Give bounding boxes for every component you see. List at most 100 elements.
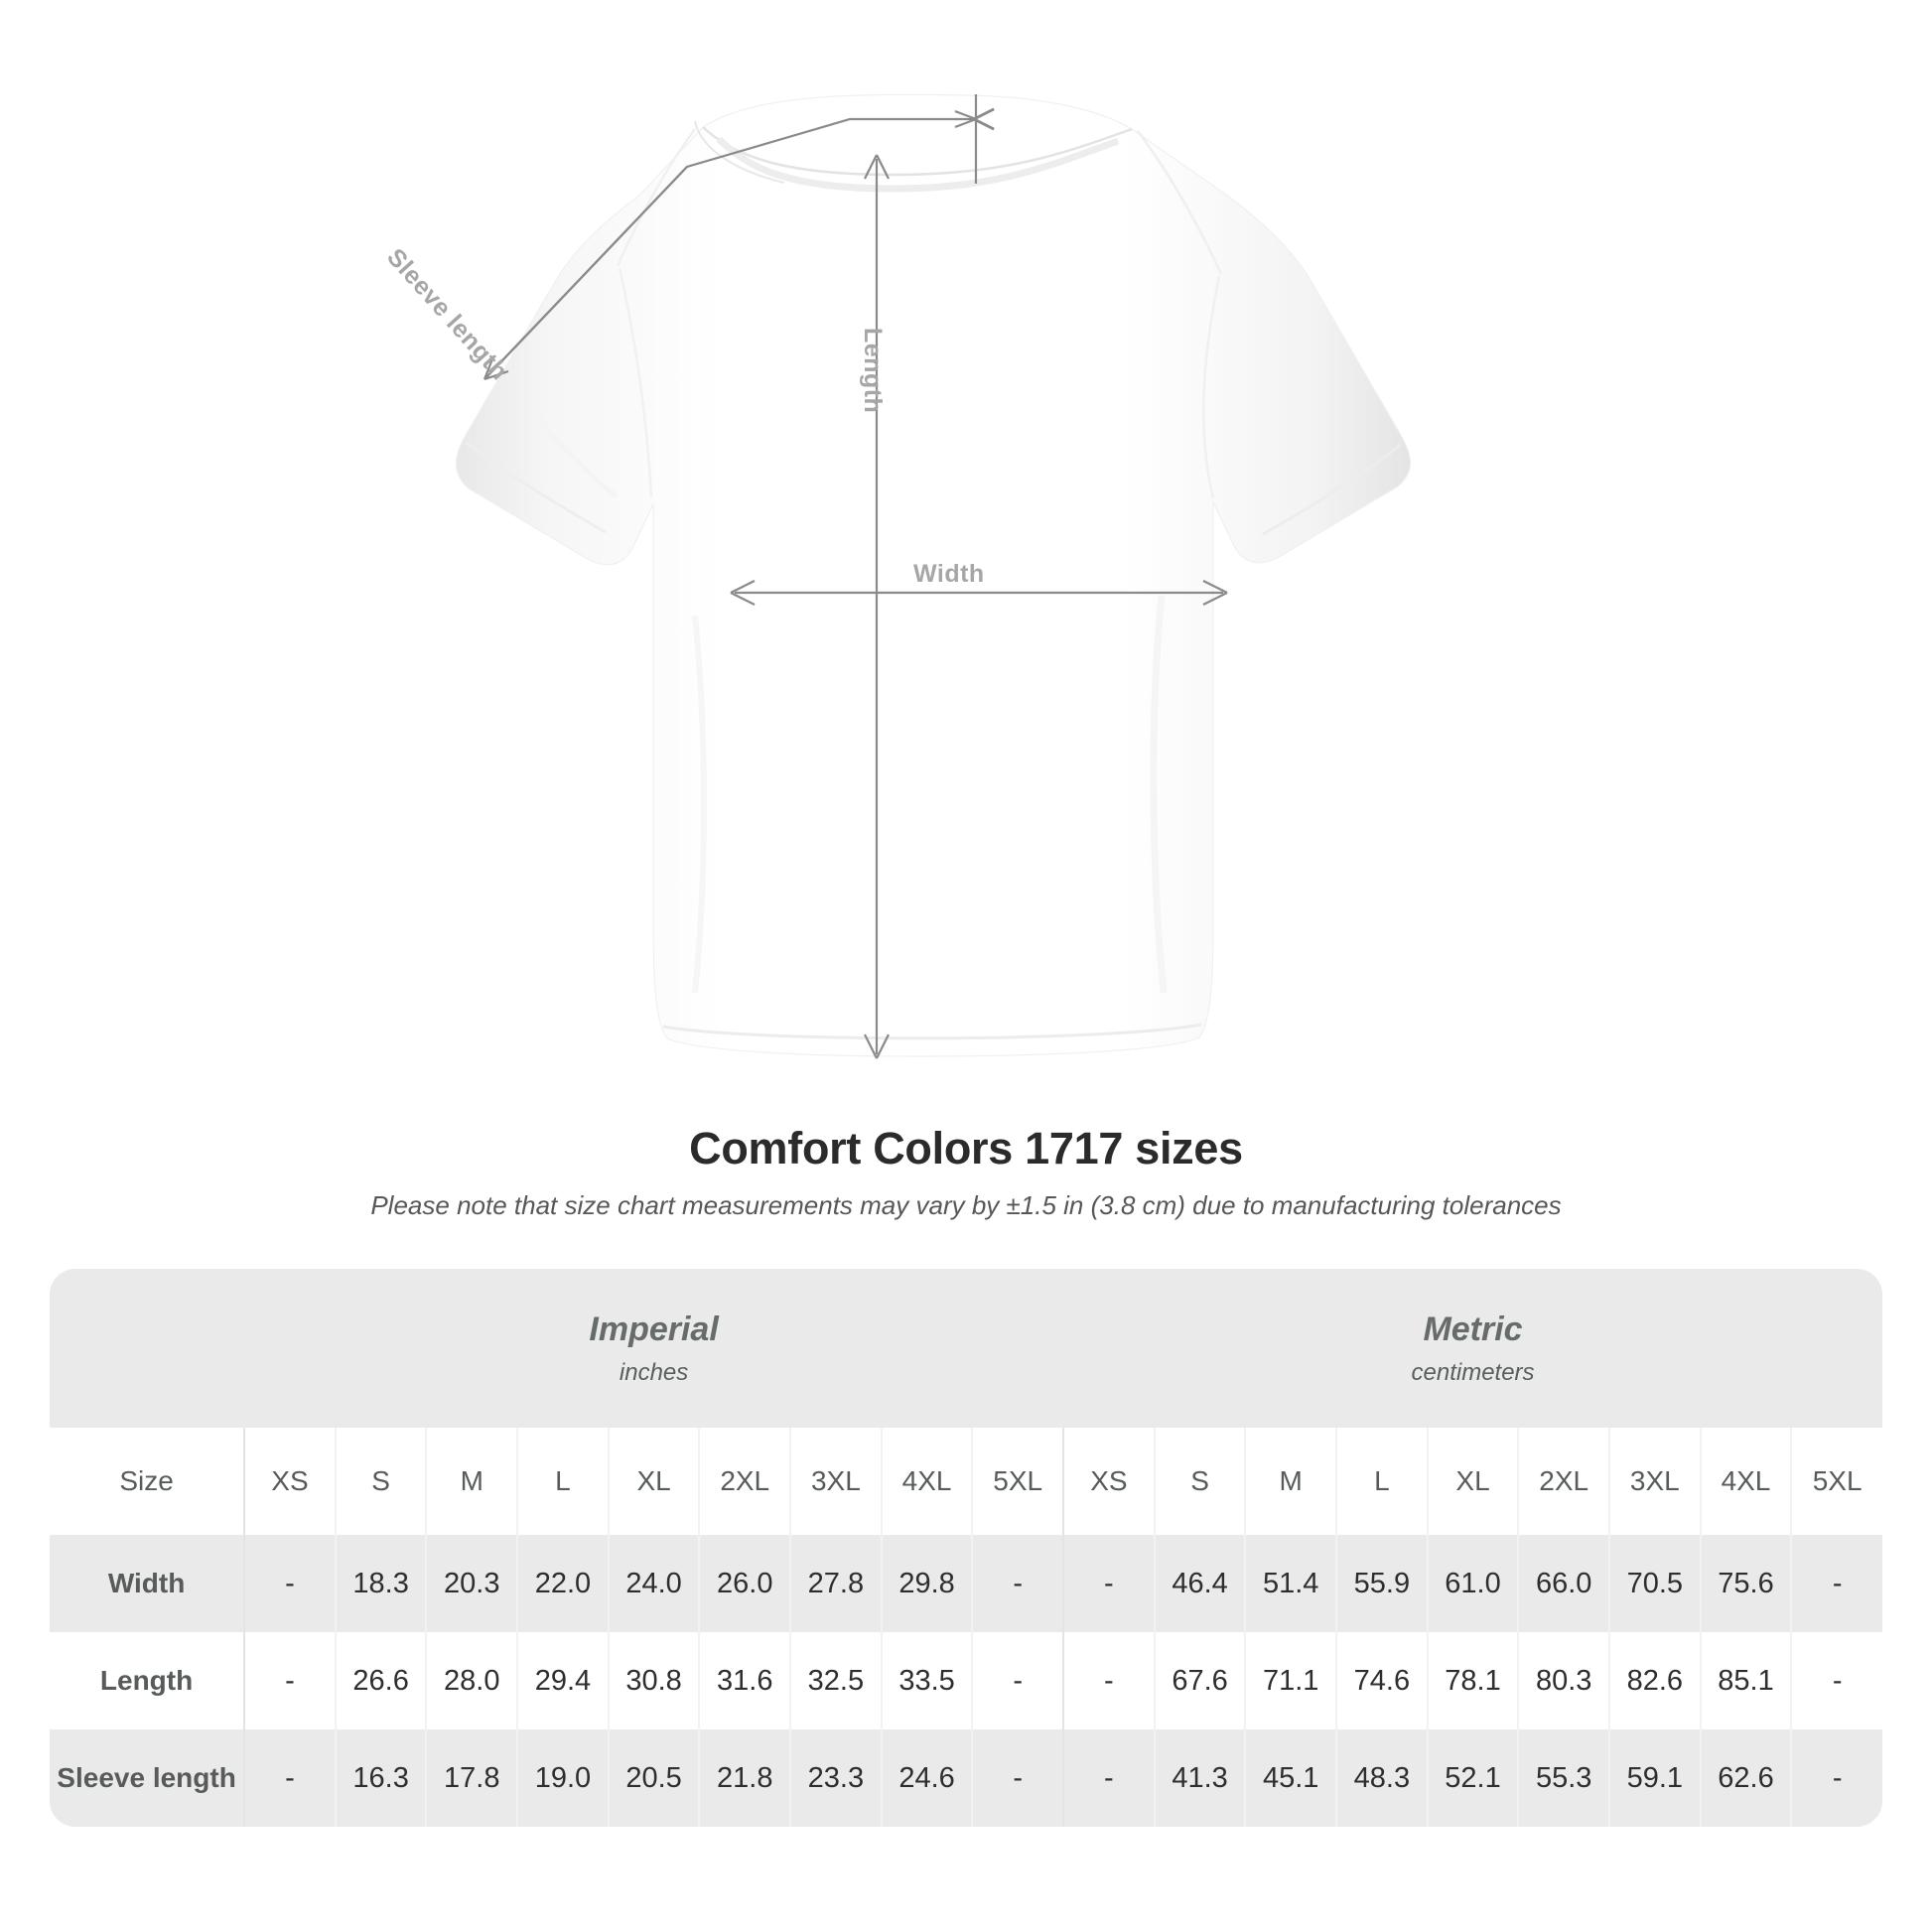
tshirt-diagram: Sleeve length Length Width	[381, 93, 1412, 1059]
header-met-m: M	[1244, 1428, 1337, 1535]
metric-group-header: Metric centimeters	[1063, 1269, 1882, 1428]
armhole-right	[1202, 275, 1221, 499]
cell-length-met-3xl: 82.6	[1608, 1632, 1701, 1729]
width-arrowhead-left	[730, 580, 756, 606]
bottom-hem	[662, 1023, 1202, 1040]
cell-width-imp-2xl: 26.0	[698, 1535, 791, 1632]
cell-length-met-2xl: 80.3	[1517, 1632, 1609, 1729]
header-imp-s: S	[334, 1428, 427, 1535]
cell-width-imp-xl: 24.0	[607, 1535, 700, 1632]
size-table: Imperial inches Metric centimeters Size …	[50, 1269, 1882, 1827]
cell-width-met-xl: 61.0	[1426, 1535, 1519, 1632]
cell-sleeve-met-xl: 52.1	[1426, 1729, 1519, 1827]
cell-sleeve-imp-2xl: 21.8	[698, 1729, 791, 1827]
cell-length-imp-m: 28.0	[425, 1632, 518, 1729]
row-label-sleeve-length: Sleeve length	[50, 1729, 245, 1827]
cell-width-met-m: 51.4	[1244, 1535, 1337, 1632]
sleeve-diagonal	[483, 166, 688, 380]
table-row-width: Width - 18.3 20.3 22.0 24.0 26.0 27.8 29…	[50, 1535, 1882, 1632]
size-table-container: Imperial inches Metric centimeters Size …	[50, 1269, 1882, 1827]
header-imp-3xl: 3XL	[789, 1428, 882, 1535]
cell-width-imp-s: 18.3	[334, 1535, 427, 1632]
cell-sleeve-met-3xl: 59.1	[1608, 1729, 1701, 1827]
length-arrowhead-top	[864, 154, 890, 180]
width-dimension-label: Width	[913, 560, 985, 588]
cell-length-met-xl: 78.1	[1426, 1632, 1519, 1729]
cell-sleeve-imp-xl: 20.5	[607, 1729, 700, 1827]
cell-sleeve-met-2xl: 55.3	[1517, 1729, 1609, 1827]
cell-sleeve-imp-3xl: 23.3	[789, 1729, 882, 1827]
cell-width-imp-m: 20.3	[425, 1535, 518, 1632]
cell-sleeve-imp-5xl: -	[971, 1729, 1064, 1827]
cell-length-met-5xl: -	[1790, 1632, 1882, 1729]
cell-sleeve-imp-s: 16.3	[334, 1729, 427, 1827]
cell-sleeve-imp-xs: -	[243, 1729, 336, 1827]
cell-length-imp-4xl: 33.5	[880, 1632, 973, 1729]
cell-width-met-l: 55.9	[1335, 1535, 1428, 1632]
cell-sleeve-met-xs: -	[1062, 1729, 1155, 1827]
cell-sleeve-met-4xl: 62.6	[1699, 1729, 1792, 1827]
sleeve-arrowhead-top	[954, 109, 977, 129]
cell-length-imp-l: 29.4	[516, 1632, 609, 1729]
size-header-row: Size XS S M L XL 2XL 3XL 4XL 5XL XS S M …	[50, 1428, 1882, 1535]
header-met-xs: XS	[1062, 1428, 1155, 1535]
header-imp-xs: XS	[243, 1428, 336, 1535]
imperial-label: Imperial	[589, 1311, 719, 1349]
header-met-5xl: 5XL	[1790, 1428, 1882, 1535]
header-met-l: L	[1335, 1428, 1428, 1535]
tshirt-illustration	[455, 93, 1412, 1059]
shoulder-seam-right	[1136, 130, 1223, 275]
table-row-length: Length - 26.6 28.0 29.4 30.8 31.6 32.5 3…	[50, 1632, 1882, 1729]
cell-length-imp-3xl: 32.5	[789, 1632, 882, 1729]
collar-left-edge	[694, 120, 785, 184]
sleeve-hem-left	[466, 441, 607, 534]
table-row-sleeve-length: Sleeve length - 16.3 17.8 19.0 20.5 21.8…	[50, 1729, 1882, 1827]
title-block: Comfort Colors 1717 sizes Please note th…	[0, 1122, 1932, 1223]
fabric-fold-1	[692, 615, 707, 994]
collar-rib	[716, 136, 1120, 193]
cell-width-met-xs: -	[1062, 1535, 1155, 1632]
page-title: Comfort Colors 1717 sizes	[689, 1123, 1243, 1173]
header-imp-5xl: 5XL	[971, 1428, 1064, 1535]
header-imp-xl: XL	[607, 1428, 700, 1535]
fabric-fold-2	[1150, 595, 1168, 994]
row-label-length: Length	[50, 1632, 245, 1729]
length-arrowhead-bottom	[864, 1034, 890, 1059]
cell-length-met-xs: -	[1062, 1632, 1155, 1729]
cell-length-imp-s: 26.6	[334, 1632, 427, 1729]
armhole-left	[618, 267, 653, 497]
cell-width-imp-xs: -	[243, 1535, 336, 1632]
shoulder-seam-left	[616, 128, 697, 267]
cell-sleeve-met-5xl: -	[1790, 1729, 1882, 1827]
cell-width-imp-l: 22.0	[516, 1535, 609, 1632]
cell-length-met-4xl: 85.1	[1699, 1632, 1792, 1729]
cell-length-met-s: 67.6	[1153, 1632, 1246, 1729]
cell-length-imp-xl: 30.8	[607, 1632, 700, 1729]
tshirt-shape	[455, 93, 1412, 1057]
metric-unit: centimeters	[1411, 1358, 1535, 1386]
length-dimension-label: Length	[859, 328, 887, 414]
header-imp-l: L	[516, 1428, 609, 1535]
sleeve-arrowhead-bottom	[483, 355, 509, 381]
imperial-group-header: Imperial inches	[244, 1269, 1064, 1428]
size-header-label: Size	[50, 1428, 245, 1535]
cell-length-imp-2xl: 31.6	[698, 1632, 791, 1729]
imperial-unit: inches	[619, 1358, 689, 1386]
cell-length-imp-xs: -	[243, 1632, 336, 1729]
header-imp-m: M	[425, 1428, 518, 1535]
fabric-fold-3	[534, 415, 618, 498]
tshirt-body	[455, 93, 1412, 1057]
header-met-2xl: 2XL	[1517, 1428, 1609, 1535]
unit-header-row: Imperial inches Metric centimeters	[50, 1269, 1882, 1428]
cell-sleeve-met-l: 48.3	[1335, 1729, 1428, 1827]
cell-width-met-5xl: -	[1790, 1535, 1882, 1632]
unit-spacer-cell	[50, 1269, 245, 1428]
width-arrowhead-right	[1202, 580, 1228, 606]
header-imp-2xl: 2XL	[698, 1428, 791, 1535]
header-met-4xl: 4XL	[1699, 1428, 1792, 1535]
cell-sleeve-met-s: 41.3	[1153, 1729, 1246, 1827]
header-met-xl: XL	[1426, 1428, 1519, 1535]
cell-sleeve-imp-4xl: 24.6	[880, 1729, 973, 1827]
header-met-s: S	[1153, 1428, 1246, 1535]
